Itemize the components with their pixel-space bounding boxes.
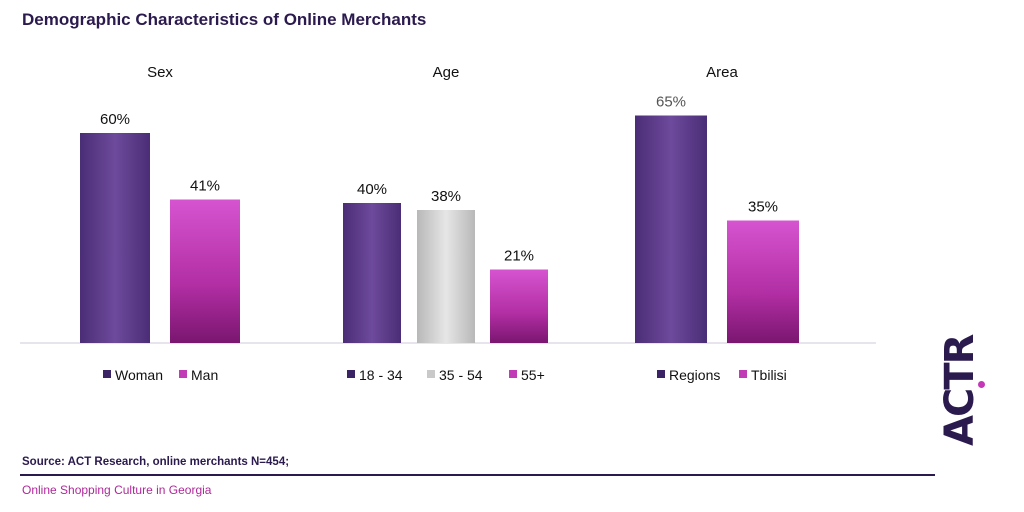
source-note: Source: ACT Research, online merchants N…: [22, 456, 290, 468]
legend-label: Regions: [669, 367, 720, 383]
data-label: 21%: [504, 248, 534, 265]
data-label: 65%: [656, 94, 686, 111]
data-label: 40%: [357, 181, 387, 198]
bar-man: [170, 199, 240, 343]
chart-group-2: Area 65% Regions 35% Tbilisi: [635, 64, 799, 383]
legend-swatch: [179, 370, 187, 378]
footer-divider: [20, 474, 935, 476]
bar-35-54: [417, 210, 475, 343]
act-logo: ACTR: [937, 335, 983, 446]
bar-55+: [490, 269, 548, 343]
page-title: Demographic Characteristics of Online Me…: [22, 10, 427, 29]
legend-swatch: [739, 370, 747, 378]
chart-title: Area: [706, 64, 738, 81]
bar-woman: [80, 133, 150, 343]
data-label: 60%: [100, 111, 130, 128]
bar-18-34: [343, 203, 401, 343]
chart-title: Sex: [147, 64, 173, 81]
chart-title: Age: [433, 64, 460, 81]
legend-label: Man: [191, 367, 218, 383]
data-label: 35%: [748, 199, 778, 216]
legend-label: Tbilisi: [751, 367, 787, 383]
chart-group-0: Sex 60% Woman 41% Man: [80, 64, 240, 383]
bar-tbilisi: [727, 220, 799, 343]
logo-dot-icon: [978, 381, 985, 388]
legend-label: 18 - 34: [359, 367, 403, 383]
legend-swatch: [657, 370, 665, 378]
chart-group-1: Age 40% 18 - 34 38% 35 - 54 21% 55+: [343, 64, 548, 383]
legend-swatch: [509, 370, 517, 378]
legend-label: Woman: [115, 367, 163, 383]
legend-swatch: [427, 370, 435, 378]
legend-swatch: [347, 370, 355, 378]
legend-label: 35 - 54: [439, 367, 483, 383]
chart-area: Sex 60% Woman 41% Man Age 40% 18 - 34 38% 35 - 54…: [20, 64, 876, 383]
data-label: 38%: [431, 188, 461, 205]
legend-swatch: [103, 370, 111, 378]
bar-regions: [635, 115, 707, 343]
footer-text: Online Shopping Culture in Georgia: [22, 483, 212, 497]
data-label: 41%: [190, 178, 220, 195]
legend-label: 55+: [521, 367, 545, 383]
